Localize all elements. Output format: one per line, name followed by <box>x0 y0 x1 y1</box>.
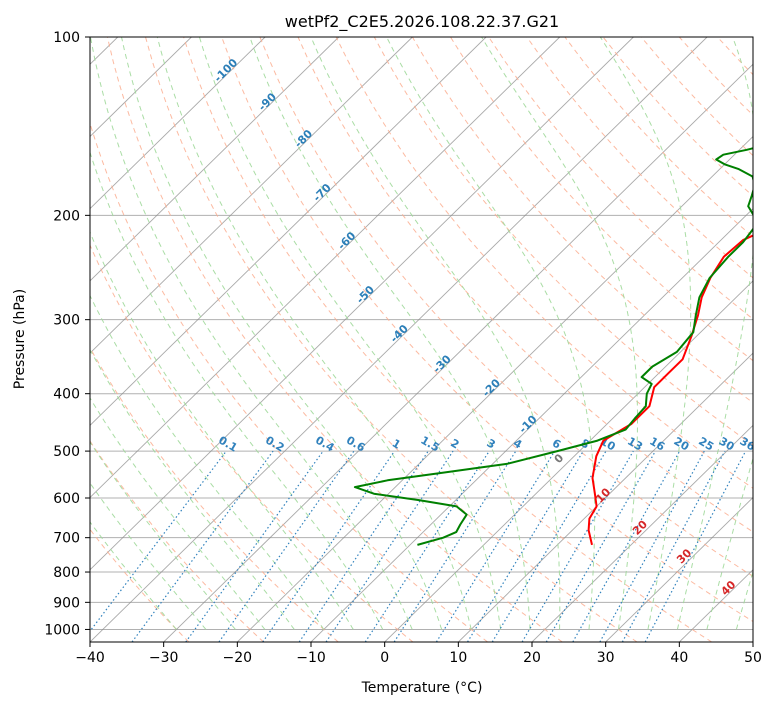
mixing-ratio-line <box>491 450 607 642</box>
isotherm-line <box>90 37 340 282</box>
isotherm-line <box>90 37 413 354</box>
isotherm-line <box>90 37 634 571</box>
y-tick-label: 100 <box>53 30 80 46</box>
isotherm-line <box>163 63 753 642</box>
plot-frame <box>89 36 754 643</box>
dry-adiabat-line <box>335 37 753 489</box>
mixing-ratio-line <box>599 450 705 642</box>
dewpoint-profile-line <box>353 147 753 546</box>
dry-adiabat-line <box>90 244 414 642</box>
moist-adiabat-line <box>121 37 443 630</box>
mixing-ratio-line <box>466 450 584 642</box>
moist-adiabat-line <box>249 37 531 630</box>
moist-adiabat-line <box>156 37 472 630</box>
plot-area: 0.1 0.2 0.4 0.6 1 1.5 2 3 4 6 8 10 13 16 20 25 30 36-100-… <box>90 37 753 642</box>
dry-adiabat-line <box>106 37 563 642</box>
x-tick-label: −20 <box>223 650 253 666</box>
isotherm-line <box>237 135 753 642</box>
mixing-ratio-line <box>393 450 517 642</box>
skewed-isotherms <box>90 37 753 642</box>
x-tick-label: −10 <box>296 650 326 666</box>
mixing-ratio-line <box>521 450 634 642</box>
isotherm-line <box>458 352 753 642</box>
dry-adiabat-line <box>221 37 753 623</box>
x-tick-label: 20 <box>523 650 541 666</box>
chart-title: wetPf2_C2E5.2026.108.22.37.G21 <box>285 12 559 32</box>
y-tick-label: 400 <box>53 387 80 403</box>
y-axis-label: Pressure (hPa) <box>12 289 28 389</box>
y-tick-label: 300 <box>53 313 80 329</box>
x-tick-label: 10 <box>449 650 467 666</box>
dry-adiabat-line <box>90 440 264 642</box>
x-tick-label: 0 <box>380 650 389 666</box>
y-tick-label: 800 <box>53 565 80 581</box>
y-tick-label: 700 <box>53 531 80 547</box>
moist-adiabat-line <box>481 37 638 630</box>
y-tick-label: 200 <box>53 208 80 224</box>
dry-adiabat-line <box>145 37 638 642</box>
isotherm-line <box>531 424 753 642</box>
isotherm-line <box>90 37 708 642</box>
isotherm-line <box>90 37 266 210</box>
mixing-ratio-line <box>572 450 681 642</box>
y-axis-ticks: 100 200 300 400 500 600 700 800 900 1000 <box>44 30 90 638</box>
isotherm-line <box>90 37 561 499</box>
moist-adiabat-line <box>90 521 177 630</box>
mixing-ratio-line <box>218 450 355 642</box>
x-tick-label: −40 <box>75 650 105 666</box>
dry-adiabat-line <box>90 346 339 642</box>
moist-adiabat-line <box>90 230 354 630</box>
isotherm-line <box>310 208 753 642</box>
moist-adiabat-line <box>90 37 413 630</box>
dry-adiabat-line <box>183 37 712 642</box>
moist-adiabat-line <box>90 150 384 630</box>
moist-adiabat-line <box>676 37 753 630</box>
x-tick-label: 50 <box>744 650 762 666</box>
dry-adiabat-line <box>297 37 753 533</box>
x-axis-label: Temperature (°C) <box>361 680 483 696</box>
moist-adiabat-line <box>599 37 692 630</box>
y-tick-label: 900 <box>53 595 80 611</box>
x-tick-label: −30 <box>149 650 179 666</box>
mixing-ratio-line <box>545 450 656 642</box>
mixing-ratio-line <box>298 450 429 642</box>
isotherm-line <box>384 280 753 642</box>
temperature-profile-line <box>587 234 753 546</box>
y-tick-label: 1000 <box>44 622 80 638</box>
moist-adiabat-line <box>90 441 236 630</box>
isotherm-line <box>605 496 753 642</box>
y-tick-label: 600 <box>53 491 80 507</box>
x-axis-ticks: −40 −30 −20 −10 0 10 20 30 40 50 <box>75 642 762 666</box>
dry-adiabat-line <box>90 528 190 642</box>
y-tick-label: 500 <box>53 444 80 460</box>
moist-adiabat-line <box>90 482 207 630</box>
dry-adiabat-line <box>90 121 488 642</box>
moist-adiabat-line <box>198 37 502 630</box>
x-tick-label: 40 <box>670 650 688 666</box>
dry-adiabat-line <box>373 37 753 446</box>
dry-adiabat-line <box>259 37 753 577</box>
sounding-profiles <box>353 147 753 546</box>
mixing-ratio-line <box>435 450 556 642</box>
x-tick-label: 30 <box>597 650 615 666</box>
mixing-ratio-line <box>621 450 726 642</box>
moist-adiabat-line <box>310 37 561 630</box>
